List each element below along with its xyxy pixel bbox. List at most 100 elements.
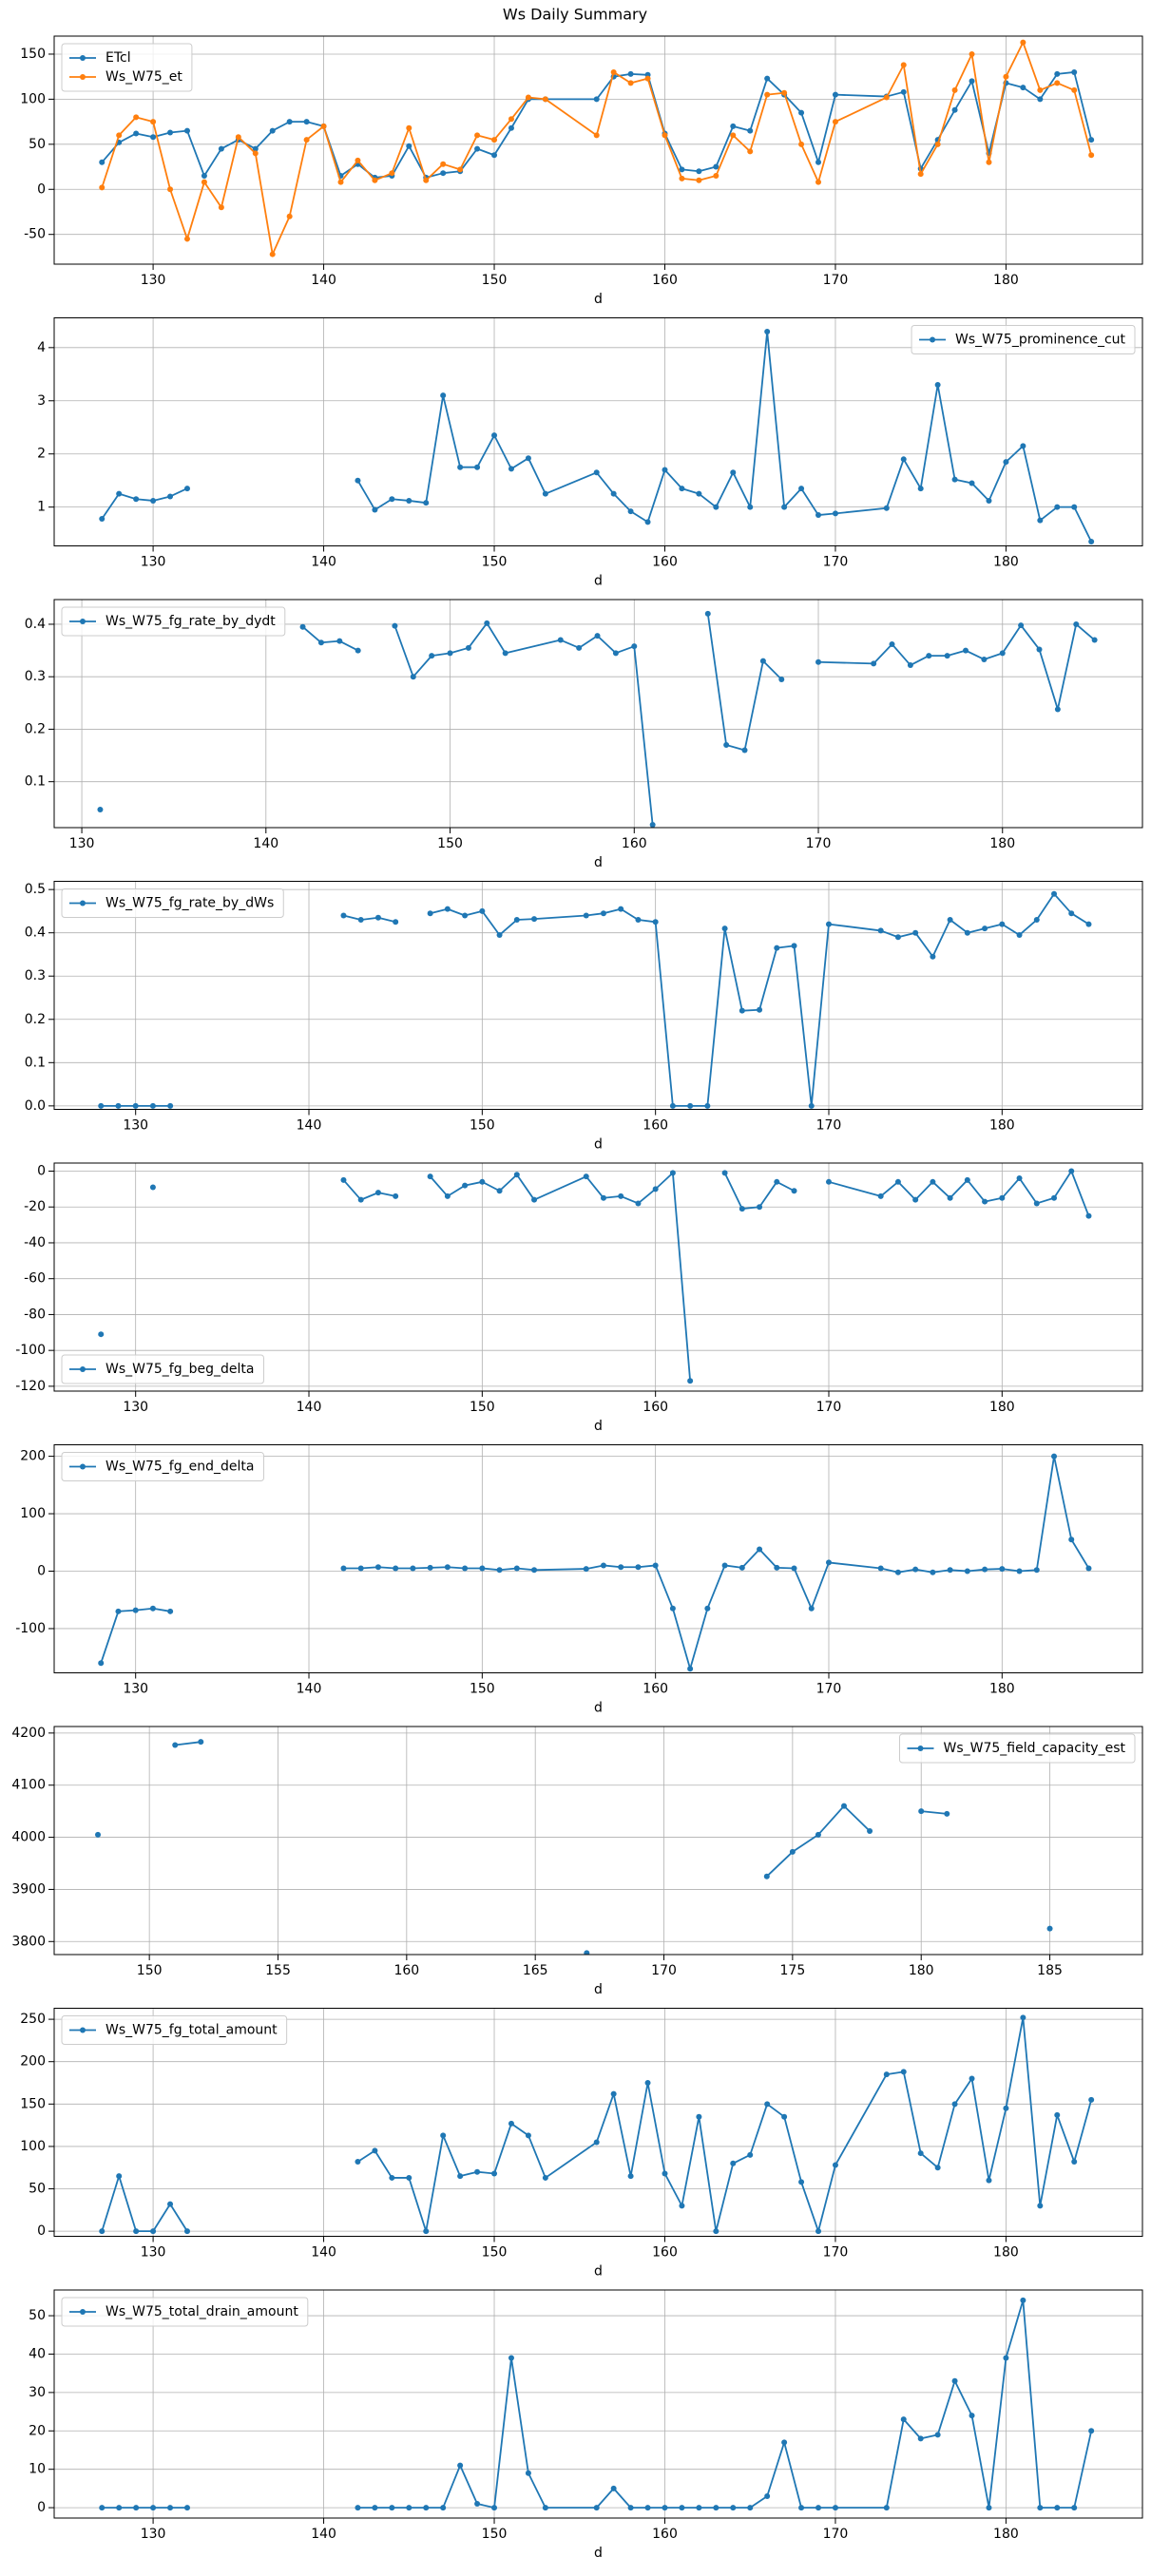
point — [340, 1176, 347, 1183]
point — [462, 1182, 469, 1189]
point — [986, 2505, 992, 2511]
point — [982, 1198, 988, 1205]
point — [926, 653, 932, 659]
point — [1037, 86, 1044, 93]
point — [791, 1565, 797, 1572]
x-tick-label: 160 — [643, 1400, 668, 1415]
point — [947, 1194, 953, 1201]
plot-area — [99, 39, 1095, 258]
point — [98, 1331, 105, 1338]
axes-frame — [53, 2289, 1143, 2519]
x-tick-label: 160 — [643, 1682, 668, 1697]
axes-frame — [53, 35, 1143, 265]
point — [474, 464, 481, 470]
legend-box — [61, 888, 284, 918]
point — [116, 2173, 123, 2180]
point — [789, 1848, 796, 1855]
point — [389, 496, 395, 503]
point — [798, 2505, 805, 2511]
point — [1085, 1212, 1092, 1219]
point — [427, 1564, 433, 1571]
point — [610, 2090, 617, 2097]
x-tick-label: 170 — [806, 836, 832, 851]
x-tick-label: 160 — [652, 273, 678, 288]
point — [525, 94, 531, 101]
point — [133, 114, 140, 121]
point — [392, 622, 398, 629]
point — [627, 80, 634, 86]
series-line — [101, 2016, 1093, 2233]
x-tick-label: 130 — [141, 273, 166, 288]
point — [662, 467, 668, 473]
legend-marker — [80, 900, 86, 906]
point — [406, 2505, 412, 2511]
y-tick-label: 100 — [20, 2139, 46, 2154]
point — [679, 2505, 685, 2511]
x-tick-label: 180 — [989, 836, 1015, 851]
point — [149, 1102, 156, 1109]
point — [798, 141, 805, 147]
point — [781, 2113, 788, 2120]
point — [1088, 2096, 1095, 2103]
point — [815, 658, 822, 665]
subplot: 130 140 150 160 170 180 0.1 0.2 0.3 0.4 d Ws_W75_fg… — [25, 599, 1143, 870]
point — [713, 504, 719, 510]
x-tick-label: 150 — [470, 1400, 495, 1415]
point — [815, 2505, 822, 2511]
point — [900, 88, 907, 95]
x-tick-label: 150 — [470, 1118, 495, 1134]
point — [947, 1567, 953, 1574]
point — [739, 1007, 745, 1014]
y-tick-label: 0.2 — [25, 1012, 46, 1027]
point — [747, 2505, 754, 2511]
point — [610, 2485, 617, 2491]
series-line — [101, 331, 1092, 543]
x-tick-label: 140 — [311, 273, 336, 288]
point — [610, 68, 617, 75]
point — [99, 184, 106, 191]
point — [1068, 910, 1075, 917]
y-tick-label: 250 — [20, 2012, 46, 2027]
point — [583, 912, 589, 919]
y-tick-label: 0 — [37, 181, 46, 197]
y-tick-label: 100 — [20, 1506, 46, 1521]
point — [508, 466, 514, 472]
point — [763, 1873, 770, 1880]
point — [393, 1193, 399, 1199]
point — [1054, 2505, 1061, 2511]
point — [627, 70, 634, 77]
point — [999, 650, 1006, 657]
point — [867, 1827, 873, 1834]
point — [964, 929, 970, 936]
point — [584, 1950, 590, 1955]
point — [917, 2150, 924, 2157]
point — [183, 486, 190, 492]
point — [627, 2173, 634, 2180]
point — [631, 643, 638, 650]
point — [696, 168, 702, 175]
point — [644, 75, 651, 82]
point — [98, 1102, 105, 1109]
point — [774, 945, 780, 951]
legend-marker — [80, 2027, 86, 2033]
point — [1020, 39, 1026, 46]
point — [372, 2147, 378, 2154]
legend: Ws_W75_prominence_cut — [911, 325, 1136, 354]
point — [252, 145, 259, 152]
point — [877, 1193, 884, 1199]
point — [116, 132, 123, 139]
legend-label: Ws_W75_fg_end_delta — [106, 1460, 254, 1475]
point — [1088, 539, 1095, 545]
point — [877, 1565, 884, 1572]
point — [496, 931, 503, 938]
point — [1020, 443, 1026, 449]
point — [99, 2228, 106, 2235]
point — [815, 159, 822, 165]
point — [739, 1206, 745, 1212]
y-tick-label: 4200 — [11, 1726, 46, 1741]
point — [944, 1810, 950, 1817]
point — [149, 1184, 156, 1191]
y-tick-label: 0 — [37, 2500, 46, 2515]
subplot: 130 140 150 160 170 180 1 2 3 4 d Ws_W75_prominence… — [37, 317, 1143, 589]
legend-label: Ws_W75_fg_rate_by_dWs — [106, 896, 274, 911]
